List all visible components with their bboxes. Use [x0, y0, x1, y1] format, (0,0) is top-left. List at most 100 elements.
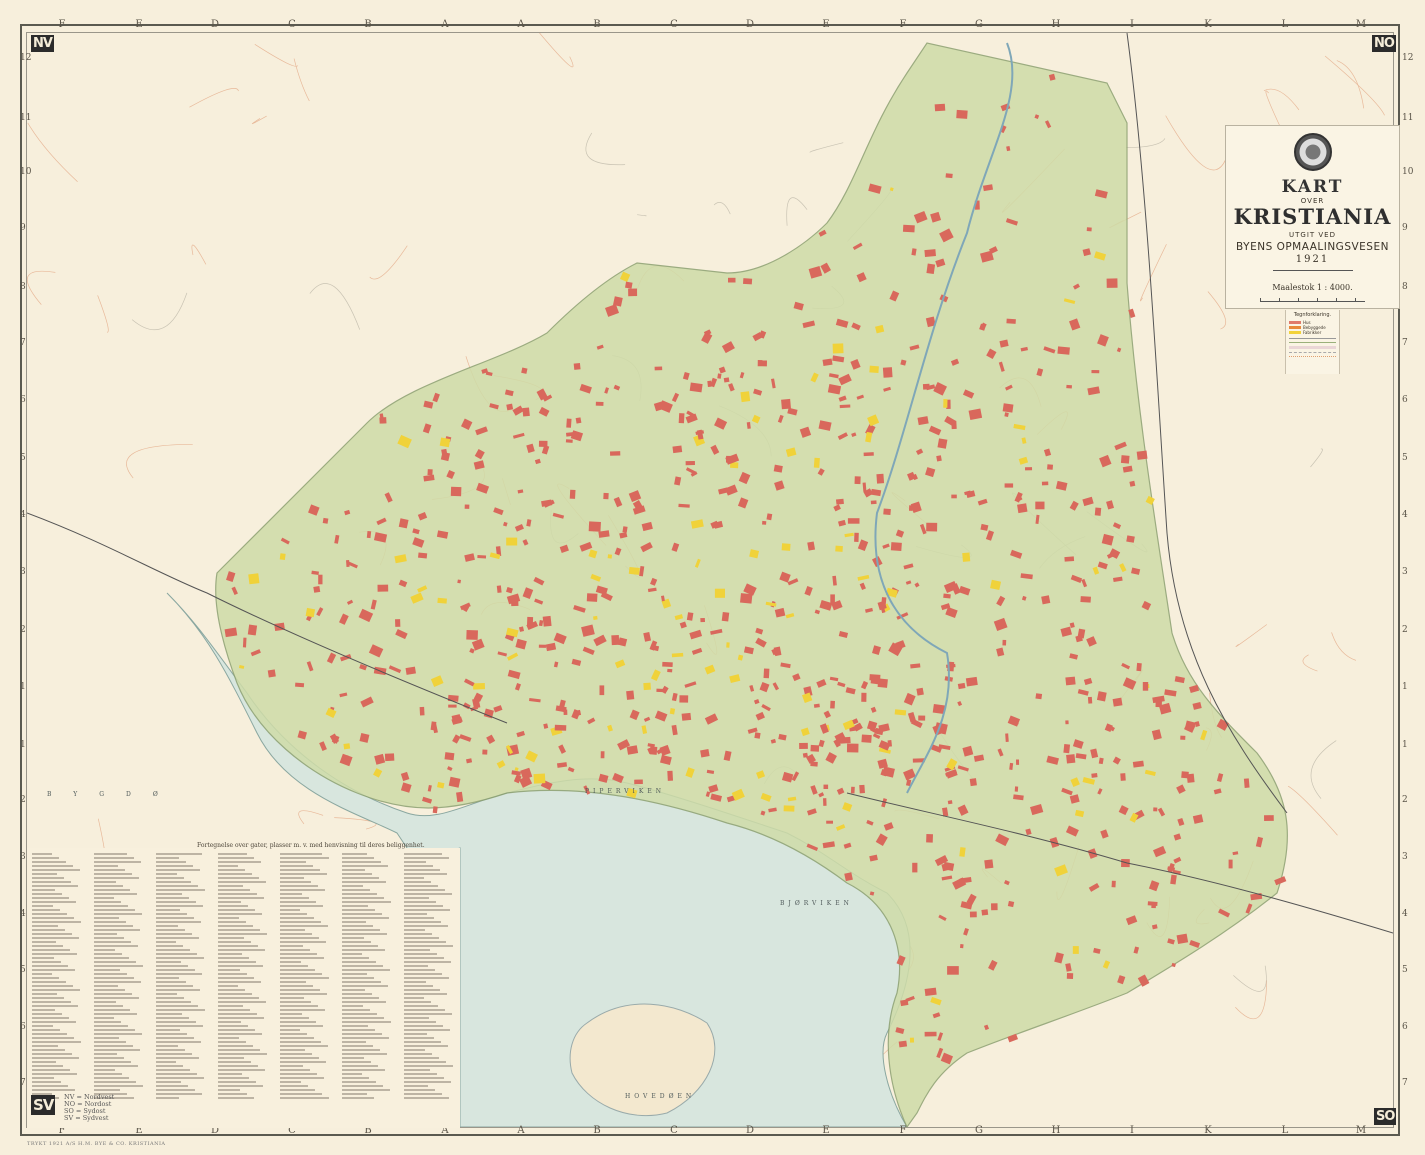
building-block	[1075, 753, 1087, 760]
building-block	[866, 819, 874, 826]
building-block	[909, 1037, 915, 1043]
building-block	[962, 552, 971, 562]
building-block	[1101, 533, 1114, 546]
building-block	[907, 471, 916, 481]
building-block	[731, 788, 745, 801]
building-block	[842, 719, 855, 731]
railway-line	[846, 792, 1393, 934]
contour-line	[1207, 291, 1227, 330]
building-block	[1087, 696, 1093, 704]
building-block	[247, 624, 258, 636]
building-block	[806, 753, 816, 764]
building-block	[832, 355, 845, 363]
building-block	[379, 413, 385, 423]
building-block	[854, 476, 861, 485]
compass-key-item: SO = Sydost	[64, 1107, 106, 1115]
building-block	[678, 503, 690, 508]
building-block	[813, 457, 820, 468]
building-block	[398, 579, 408, 588]
building-block	[590, 573, 602, 582]
building-block	[780, 662, 791, 669]
building-block	[867, 414, 880, 427]
contour-line	[1310, 740, 1337, 799]
building-block	[877, 600, 887, 611]
building-block	[661, 598, 672, 609]
building-block	[868, 183, 882, 194]
building-block	[674, 476, 682, 486]
legend-line	[1289, 342, 1336, 343]
building-block	[575, 417, 582, 424]
building-block	[989, 246, 998, 254]
building-block	[903, 692, 916, 706]
contour-line	[254, 44, 299, 67]
building-block	[671, 724, 678, 736]
building-block	[832, 575, 837, 586]
row-number: 1	[20, 682, 26, 692]
street-index: Fortegnelse over gater, plasser m. v. me…	[27, 842, 460, 1128]
building-block	[883, 508, 891, 515]
building-block	[763, 668, 770, 679]
building-block	[1010, 549, 1023, 559]
column-letter: A	[441, 19, 449, 30]
building-block	[1065, 720, 1069, 725]
building-block	[986, 348, 997, 360]
building-block	[1063, 298, 1076, 305]
building-block	[984, 859, 994, 869]
building-block	[792, 673, 801, 682]
building-block	[838, 373, 852, 386]
building-block	[962, 389, 975, 399]
row-number: 2	[20, 795, 26, 805]
contour-line	[1331, 632, 1357, 661]
building-block	[1213, 788, 1222, 795]
building-block	[793, 301, 804, 311]
building-block	[667, 668, 673, 673]
building-block	[533, 773, 546, 784]
building-block	[703, 329, 712, 337]
building-block	[830, 700, 836, 709]
building-block	[514, 767, 519, 772]
building-block	[360, 696, 374, 708]
building-block	[1044, 120, 1052, 129]
title-utgit: UTGIT VED	[1289, 231, 1336, 239]
building-block	[451, 714, 462, 725]
building-block	[760, 810, 766, 816]
building-block	[489, 552, 501, 560]
building-block	[565, 439, 573, 443]
building-block	[740, 391, 751, 403]
building-block	[807, 541, 816, 551]
building-block	[538, 406, 550, 417]
building-block	[395, 629, 408, 640]
column-letter: D	[210, 1125, 220, 1136]
building-block	[946, 758, 958, 771]
building-block	[960, 901, 973, 910]
building-block	[981, 322, 987, 328]
building-block	[1173, 833, 1182, 841]
building-block	[696, 429, 704, 440]
building-block	[910, 663, 921, 669]
building-block	[859, 784, 865, 794]
building-block	[888, 642, 903, 657]
building-block	[384, 492, 393, 503]
building-block	[489, 403, 499, 410]
building-block	[643, 631, 652, 642]
building-block	[514, 523, 524, 532]
building-block	[1142, 682, 1149, 691]
building-block	[778, 733, 787, 741]
compass-key: NV = Nordvest NO = Nordost SO = Sydost S…	[64, 1094, 114, 1122]
column-letter: B	[364, 1125, 372, 1136]
building-block	[889, 187, 894, 192]
building-block	[603, 492, 609, 500]
legend-swatch	[1289, 321, 1301, 324]
building-block	[836, 787, 845, 795]
building-block	[1164, 689, 1177, 697]
building-block	[945, 173, 953, 179]
column-letter: K	[1204, 19, 1212, 30]
building-block	[714, 417, 728, 430]
building-block	[1137, 974, 1150, 987]
city-map[interactable]	[27, 33, 1393, 1127]
building-block	[787, 407, 798, 416]
building-block	[398, 518, 409, 529]
building-block	[1100, 829, 1109, 839]
building-block	[982, 184, 993, 192]
building-block	[1148, 880, 1160, 892]
